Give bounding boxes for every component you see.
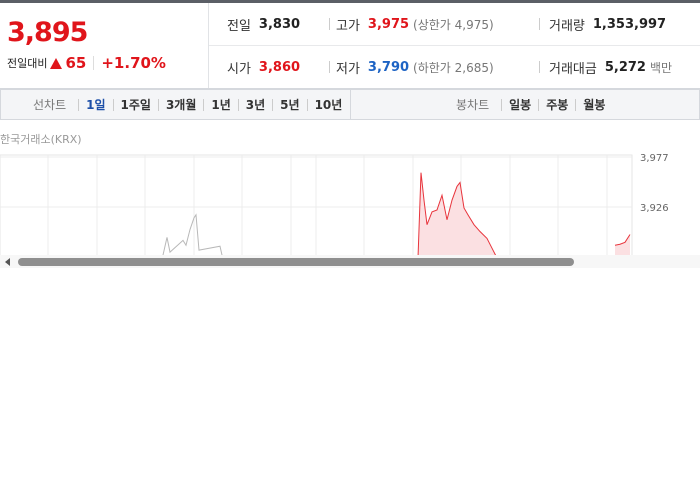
period-option[interactable]: 5년 [272,98,306,111]
period-option[interactable]: 1일 [78,98,112,111]
period-option[interactable]: 3년 [237,98,272,111]
toolbar-divider [350,89,351,119]
price-area [418,172,630,258]
period-option[interactable]: 주봉 [538,98,575,111]
stat-cell: 고가 3,975 (상한가 4,975) [336,15,494,34]
stat-note: 백만 [649,60,673,75]
stat-label: 고가 [336,18,360,34]
candle-chart-label: 봉차트 [456,98,490,112]
period-option[interactable]: 1년 [203,98,237,111]
period-option[interactable]: 10년 [306,98,350,111]
up-arrow [50,57,63,69]
price-line [162,213,223,256]
change-label: 전일대비 [7,57,48,70]
period-option[interactable]: 월봉 [575,98,612,111]
top-border [0,0,700,3]
price-box: 3,895 전일대비 65 +1.70% [0,3,209,88]
stat-value: 5,272 [604,59,646,75]
stat-label: 저가 [336,61,360,77]
stat-note: (하한가 2,685) [413,60,494,75]
stat-value: 3,860 [258,59,301,75]
current-price: 3,895 [7,17,88,48]
separator [93,56,95,70]
period-option[interactable]: 일봉 [501,98,538,111]
stat-value: 3,830 [258,16,301,32]
stat-label: 시가 [227,61,251,77]
price-line [417,172,631,258]
stat-value: 1,353,997 [592,16,667,32]
column-separator [539,61,540,73]
scrollbar-thumb[interactable] [18,258,574,266]
data-source: 한국거래소(KRX) [0,133,82,146]
stat-cell: 거래량 1,353,997 [549,15,666,34]
stat-cell: 저가 3,790 (하한가 2,685) [336,58,494,77]
change-line: 전일대비 65 +1.70% [7,54,166,72]
line-chart-label: 선차트 [33,98,67,112]
stat-label: 전일 [227,18,251,34]
period-option[interactable]: 1주일 [112,98,158,111]
stat-label: 거래대금 [549,61,597,77]
change-rate: +1.70% [101,54,166,72]
stat-value: 3,790 [367,59,410,75]
stat-note: (상한가 4,975) [413,17,494,32]
period-option[interactable]: 3개월 [157,98,203,111]
stat-value: 3,975 [367,16,410,32]
quote-header: 3,895 전일대비 65 +1.70% 전일 3,830 고가 3,975 (상한가 … [0,3,700,89]
stat-label: 거래량 [549,18,585,34]
y-tick-label: 3,977 [640,153,669,164]
column-separator [329,61,330,73]
column-separator [329,18,330,30]
stat-row: 시가 3,860 저가 3,790 (하한가 2,685) 거래대금 5,272 백만 [209,46,700,88]
column-separator [539,18,540,30]
change-value: 65 [65,54,87,72]
stat-cell: 전일 3,830 [227,15,300,34]
stat-cell: 거래대금 5,272 백만 [549,58,672,77]
scroll-left[interactable] [5,258,10,266]
stat-row: 전일 3,830 고가 3,975 (상한가 4,975) 거래량 1,353,997 [209,3,700,46]
line-chart-group: 선차트 1일 1주일 3개월 1년 3년 5년 10년 [33,90,349,119]
y-tick-label: 3,926 [640,203,669,214]
candle-chart-group: 봉차트 일봉 주봉 월봉 [456,90,612,119]
stat-cell: 시가 3,860 [227,58,300,77]
